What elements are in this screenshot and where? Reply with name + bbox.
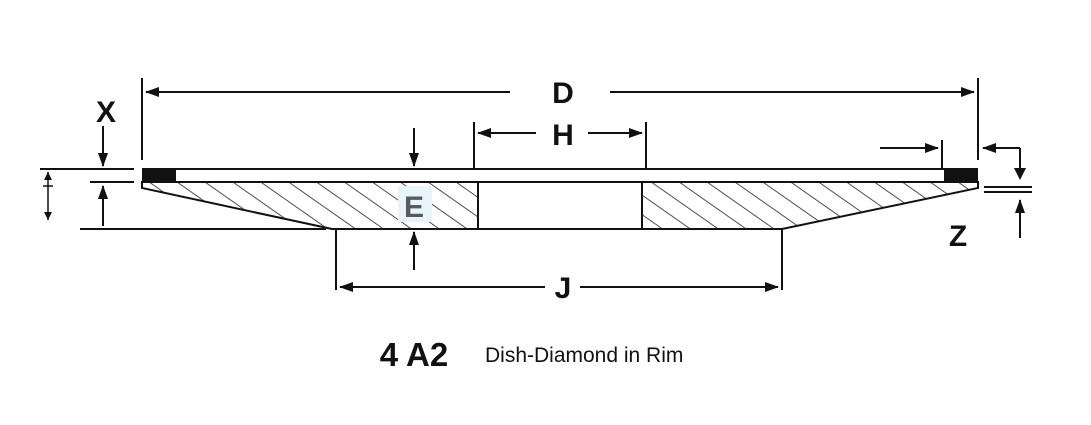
label-d: D: [552, 77, 574, 110]
caption-code: 4 A2: [380, 336, 448, 373]
right-hatched-section: [641, 181, 979, 230]
dimension-t: T: [40, 168, 326, 230]
diamond-rim-right: [944, 169, 978, 182]
e-label-background: [398, 186, 432, 222]
label-h: H: [552, 119, 574, 152]
label-x: X: [96, 96, 116, 129]
caption-description: Dish-Diamond in Rim: [485, 344, 683, 367]
caption: 4 A2 Dish-Diamond in Rim: [380, 336, 684, 373]
rim-width-arrows: [880, 140, 1026, 180]
dimension-x: X: [90, 96, 134, 226]
dimension-h: H: [473, 119, 647, 170]
label-j: J: [555, 272, 572, 305]
label-z: Z: [949, 220, 967, 253]
dimension-e: E: [404, 128, 424, 270]
dimension-j: J: [335, 229, 783, 305]
dimension-d: D: [141, 77, 979, 160]
diamond-rim-left: [142, 169, 176, 182]
dimension-z: Z: [949, 186, 1032, 253]
wheel-body: [141, 168, 979, 230]
label-e: E: [404, 191, 424, 224]
